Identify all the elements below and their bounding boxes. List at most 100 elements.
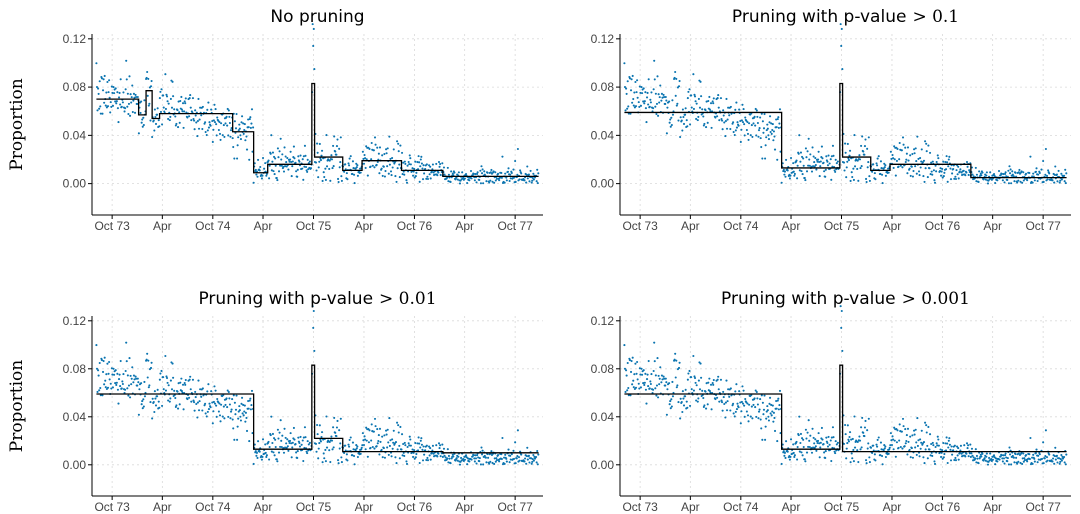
data-point bbox=[909, 174, 912, 177]
data-point bbox=[301, 439, 304, 442]
data-point bbox=[174, 396, 177, 400]
data-point bbox=[335, 426, 339, 429]
data-point bbox=[276, 428, 279, 431]
data-point bbox=[918, 455, 921, 458]
data-point bbox=[125, 59, 128, 62]
data-point bbox=[962, 454, 965, 457]
data-point bbox=[862, 431, 865, 434]
data-point bbox=[1031, 462, 1034, 465]
data-point bbox=[248, 399, 251, 402]
data-point bbox=[145, 358, 148, 361]
data-point bbox=[913, 429, 916, 432]
data-point bbox=[746, 414, 750, 417]
data-point bbox=[703, 404, 706, 407]
data-point bbox=[480, 453, 484, 456]
data-point bbox=[998, 458, 1001, 461]
x-tick-label: Apr bbox=[883, 219, 902, 233]
data-point bbox=[829, 439, 832, 442]
data-point bbox=[766, 405, 769, 408]
data-point bbox=[710, 408, 713, 411]
data-point bbox=[963, 444, 966, 447]
data-point bbox=[227, 109, 230, 112]
data-point bbox=[486, 453, 489, 456]
data-point bbox=[871, 451, 874, 455]
data-point bbox=[721, 401, 724, 404]
data-point bbox=[1000, 454, 1003, 457]
data-point bbox=[983, 457, 986, 460]
data-point bbox=[853, 415, 856, 418]
data-point bbox=[894, 174, 897, 177]
data-point bbox=[1021, 462, 1024, 466]
data-point bbox=[809, 434, 812, 437]
data-point bbox=[933, 460, 936, 463]
data-point bbox=[770, 122, 773, 125]
data-point bbox=[441, 443, 444, 446]
data-point bbox=[670, 116, 673, 119]
data-point bbox=[663, 377, 666, 380]
data-point bbox=[316, 423, 319, 427]
data-point bbox=[383, 456, 386, 459]
data-point bbox=[106, 80, 109, 84]
data-point bbox=[697, 397, 700, 400]
data-point bbox=[242, 414, 245, 417]
data-point bbox=[198, 118, 201, 121]
data-point bbox=[111, 373, 114, 376]
data-point bbox=[929, 151, 932, 154]
data-point bbox=[171, 362, 174, 365]
data-point bbox=[989, 171, 992, 174]
data-point bbox=[965, 442, 969, 445]
data-point bbox=[1038, 453, 1041, 456]
data-point bbox=[932, 169, 935, 172]
data-point bbox=[215, 123, 218, 126]
data-point bbox=[418, 180, 421, 183]
data-point bbox=[346, 178, 349, 181]
data-point bbox=[170, 388, 174, 391]
data-point bbox=[769, 412, 772, 415]
data-point bbox=[857, 179, 860, 182]
data-point bbox=[340, 179, 343, 182]
data-point bbox=[660, 99, 663, 102]
data-point bbox=[974, 166, 977, 169]
data-point bbox=[252, 181, 255, 184]
data-point bbox=[629, 89, 633, 92]
data-point bbox=[236, 425, 239, 428]
data-point bbox=[881, 173, 884, 176]
data-point bbox=[474, 454, 477, 457]
x-tick-label: Apr bbox=[153, 500, 172, 514]
data-point bbox=[705, 382, 708, 385]
data-point bbox=[835, 162, 838, 165]
data-point bbox=[370, 439, 373, 442]
data-point bbox=[850, 452, 853, 455]
data-point bbox=[180, 108, 183, 111]
data-point bbox=[339, 417, 342, 420]
data-point bbox=[293, 438, 296, 441]
data-point bbox=[297, 436, 300, 439]
data-point bbox=[1018, 168, 1021, 171]
data-point bbox=[805, 451, 809, 454]
data-point bbox=[198, 400, 201, 403]
data-point bbox=[824, 456, 827, 460]
data-point bbox=[276, 147, 279, 150]
data-point bbox=[988, 456, 991, 460]
data-point bbox=[293, 157, 296, 160]
data-point bbox=[700, 376, 703, 379]
data-point bbox=[755, 134, 758, 137]
data-point bbox=[793, 454, 796, 457]
data-point bbox=[844, 423, 847, 427]
data-point bbox=[956, 454, 959, 457]
data-point bbox=[448, 457, 451, 460]
data-point bbox=[383, 152, 386, 156]
data-point bbox=[279, 137, 282, 140]
data-point bbox=[397, 431, 400, 434]
data-point bbox=[360, 446, 363, 449]
data-point bbox=[462, 458, 465, 461]
data-point bbox=[810, 451, 814, 454]
data-point bbox=[970, 452, 973, 455]
data-point bbox=[778, 108, 782, 111]
data-point bbox=[167, 399, 170, 402]
data-point bbox=[834, 170, 837, 173]
data-point bbox=[812, 446, 815, 449]
data-point bbox=[887, 171, 890, 174]
data-point bbox=[532, 172, 535, 175]
data-point bbox=[634, 105, 638, 108]
